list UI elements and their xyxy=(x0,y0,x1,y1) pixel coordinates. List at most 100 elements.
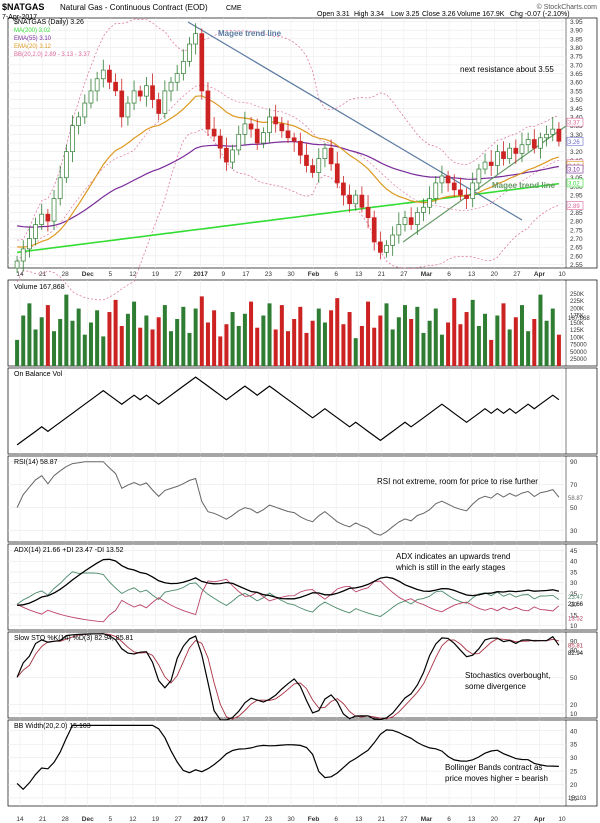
x-tick-label: 27 xyxy=(513,271,521,278)
adx-tick-label: 35 xyxy=(570,569,578,576)
bb-lower-band xyxy=(16,128,560,301)
volume-bar xyxy=(513,317,518,366)
volume-tick-label: 225K xyxy=(570,299,584,305)
price-tick-label: 3.45 xyxy=(570,106,583,113)
volume-bar xyxy=(132,301,137,366)
candle-body xyxy=(359,194,365,208)
minus-di-series xyxy=(16,578,560,623)
x-tick-label: 28 xyxy=(62,271,70,278)
panel-frame xyxy=(7,455,598,543)
candle-body xyxy=(482,161,488,170)
y-axis-labels: 2.552.602.652.702.752.802.852.902.953.00… xyxy=(568,19,590,802)
candle-body xyxy=(63,151,69,179)
adx-value-label: 23.47 xyxy=(568,595,584,601)
candle-body xyxy=(488,161,494,166)
volume-bar xyxy=(409,319,414,366)
candle-body xyxy=(439,175,445,184)
adx-tick-label: 10 xyxy=(570,623,578,630)
volume-bar xyxy=(446,322,451,366)
volume-bar xyxy=(70,320,75,366)
candle-body xyxy=(273,116,279,125)
volume-bar xyxy=(538,294,543,366)
adx-series xyxy=(17,558,560,607)
plus-di-series xyxy=(16,571,560,617)
exchange-label: CME xyxy=(226,5,242,12)
x-tick-label: 27 xyxy=(400,816,408,823)
candle-body xyxy=(384,245,389,253)
price-tag-label: 2.89 xyxy=(568,204,580,210)
volume-bar xyxy=(101,336,106,366)
volume-bar xyxy=(144,315,149,366)
price-tag-label: 3.10 xyxy=(568,168,580,174)
volume-bar xyxy=(218,336,223,366)
price-tick-label: 3.85 xyxy=(570,36,583,43)
volume-bar xyxy=(113,299,118,366)
volume-bar xyxy=(76,308,81,366)
candle-body xyxy=(137,90,143,97)
candle-body xyxy=(544,133,549,139)
volume-bar xyxy=(267,303,272,366)
volume-title: Volume 167,868 xyxy=(14,284,65,291)
adx-value-label: 13.52 xyxy=(568,617,584,623)
price-tag-box xyxy=(566,136,584,146)
x-tick-label: Apr xyxy=(534,271,546,278)
sto-d-series xyxy=(16,633,560,720)
volume-bar xyxy=(390,329,395,366)
candles xyxy=(14,23,562,274)
candle-body xyxy=(285,130,291,139)
x-tick-label: 17 xyxy=(242,271,250,278)
candle-body xyxy=(501,151,506,159)
volume-bar xyxy=(316,308,321,366)
volume-bar xyxy=(261,315,266,366)
candle-body xyxy=(236,133,242,151)
price-legend-ma200: MA(200) 3.02 xyxy=(14,28,51,34)
panel-frame xyxy=(7,367,598,455)
bbw-tick-label: 30 xyxy=(570,755,578,762)
sto-tick-label: 90 xyxy=(570,639,578,646)
bb-width-line xyxy=(16,724,559,791)
magee-trend-line-label-top: Magee trend line xyxy=(218,29,282,38)
bbw-annotation-line-1: Bollinger Bands contract as xyxy=(445,763,542,772)
volume-bar xyxy=(181,306,186,366)
price-tick-label: 2.75 xyxy=(570,227,583,234)
candle-body xyxy=(187,43,192,62)
volume-bar xyxy=(39,317,44,366)
candle-body xyxy=(267,116,272,133)
price-tag-label: 3.02 xyxy=(568,181,580,187)
x-tick-label: 9 xyxy=(221,816,225,823)
obv-title: On Balance Vol xyxy=(14,371,63,378)
volume-bar xyxy=(433,308,438,366)
price-tick-label: 3.30 xyxy=(570,132,583,139)
change-value: Chg -0.07 (-2.10%) xyxy=(510,11,570,18)
candle-body xyxy=(304,154,309,166)
price-tick-label: 2.65 xyxy=(570,245,583,252)
x-tick-label: 21 xyxy=(39,271,47,278)
volume-bar xyxy=(292,319,297,366)
price-tag-box xyxy=(566,178,584,188)
x-tick-label: 13 xyxy=(355,816,363,823)
candle-body xyxy=(279,123,285,132)
candle-body xyxy=(242,123,248,135)
x-tick-label: 30 xyxy=(287,816,295,823)
rsi-tick-label: 30 xyxy=(570,528,578,535)
candle-body xyxy=(205,90,211,130)
volume-bar xyxy=(427,320,432,366)
volume-bar xyxy=(483,313,488,366)
candle-body xyxy=(217,135,223,149)
sto-value-label: 85.81 xyxy=(568,643,584,649)
symbol-description: Natural Gas - Continuous Contract (EOD) xyxy=(60,3,208,12)
x-tick-label: Mar xyxy=(421,271,433,278)
x-tick-label: 10 xyxy=(558,271,566,278)
volume-bar xyxy=(236,325,241,366)
candle-body xyxy=(82,102,88,118)
magee-trend-line-down xyxy=(187,21,523,221)
candle-body xyxy=(341,182,346,196)
volume-tick-label: 200K xyxy=(570,306,584,312)
x-tick-label: 9 xyxy=(221,271,225,278)
volume-bar xyxy=(421,332,426,366)
bbw-tick-label: 20 xyxy=(570,782,578,789)
bbw-title: BB Width(20,2.0) 15.103 xyxy=(14,723,91,730)
x-tick-label: 5 xyxy=(109,271,113,278)
candle-body xyxy=(464,194,469,199)
volume-bar xyxy=(52,331,57,366)
